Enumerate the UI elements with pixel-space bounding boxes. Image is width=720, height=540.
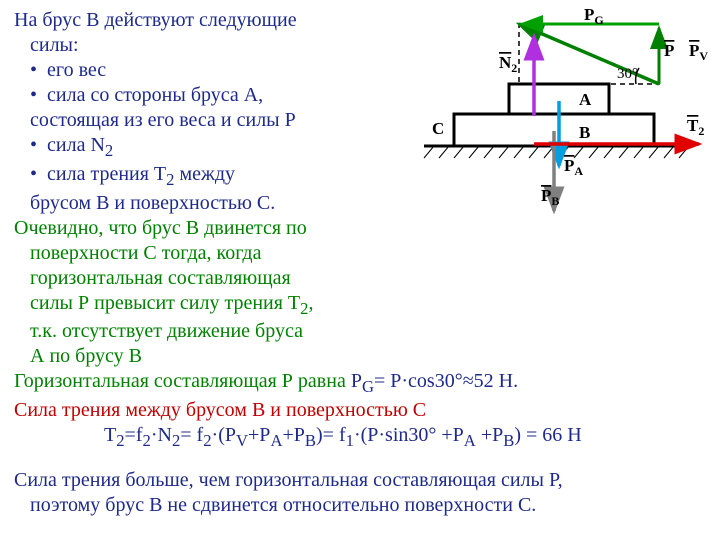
e2g: )= f: [316, 424, 346, 446]
force-diagram: PG P PV 30° N2 T2 PA PB A B C: [404, 6, 714, 226]
eq1b: = P·cos30°≈52 H.: [374, 370, 518, 392]
g4-post: ,: [308, 292, 313, 314]
eq1a: Горизонтальная составляющая Р равна: [14, 370, 351, 392]
eq1-pg-sub: G: [362, 377, 374, 396]
g4: силы Р превысит силу трения T2,: [30, 291, 706, 320]
lbl-A: A: [579, 90, 592, 109]
b4a-text: сила трения T: [47, 163, 166, 185]
lbl-pa: PA: [564, 156, 583, 178]
g2: поверхности С тогда, когда: [30, 241, 706, 266]
e2h: ·(P·sin30° +P: [354, 424, 464, 446]
b3-sub: 2: [105, 141, 113, 160]
lbl-pv: PV: [689, 41, 708, 63]
c2: поэтому брус В не сдвинется относительно…: [30, 493, 706, 518]
e2s8: 1: [346, 431, 354, 450]
e2b: ·N: [151, 424, 172, 446]
g3: горизонтальная составляющая: [30, 266, 706, 291]
e2s7: B: [305, 431, 316, 450]
r1: Сила трения между брусом В и поверхность…: [14, 398, 706, 423]
b3-pre: сила: [47, 134, 90, 156]
e2s10: B: [503, 431, 514, 450]
e2c: = f: [180, 424, 203, 446]
e2s2: 2: [143, 431, 151, 450]
eq1-pg: PG= P·cos30°≈52 H.: [351, 370, 518, 392]
g4-pre: силы Р превысит силу трения T: [30, 292, 300, 314]
e2s1: 2: [116, 431, 124, 450]
g5: т.к. отсутствует движение бруса: [30, 319, 706, 344]
c1: Сила трения больше, чем горизонтальная с…: [14, 468, 706, 493]
lbl-pb: PB: [541, 186, 559, 208]
g6: А по брусу В: [30, 344, 706, 369]
lbl-pg: PG: [584, 6, 604, 27]
lbl-n2: N2: [499, 53, 517, 75]
e2d: ·(P: [212, 424, 236, 446]
spacer: [14, 452, 706, 468]
e2s9: A: [464, 431, 476, 450]
e2s6: A: [270, 431, 282, 450]
lbl-angle: 30°: [617, 66, 638, 82]
lbl-t2: T2: [687, 116, 704, 138]
e2a: =f: [125, 424, 143, 446]
e2f: +P: [282, 424, 304, 446]
b2a-text: сила со стороны бруса А,: [47, 84, 263, 106]
eq1: Горизонтальная составляющая Р равна PG= …: [14, 369, 706, 398]
b4a-post: между: [174, 163, 235, 185]
b1-text: его вес: [47, 59, 106, 81]
b3-sym: N: [90, 134, 104, 156]
e2j: ) = 66 H: [514, 424, 581, 446]
lbl-C: C: [432, 119, 444, 138]
e2i: +P: [476, 424, 503, 446]
e2s5: V: [236, 431, 248, 450]
e2e: +P: [248, 424, 270, 446]
lbl-B: B: [579, 123, 590, 142]
lbl-p: P: [664, 41, 674, 60]
eq2: T2=f2·N2= f2·(PV+PA+PB)= f1·(P·sin30° +P…: [104, 423, 706, 452]
e2s4: 2: [203, 431, 211, 450]
